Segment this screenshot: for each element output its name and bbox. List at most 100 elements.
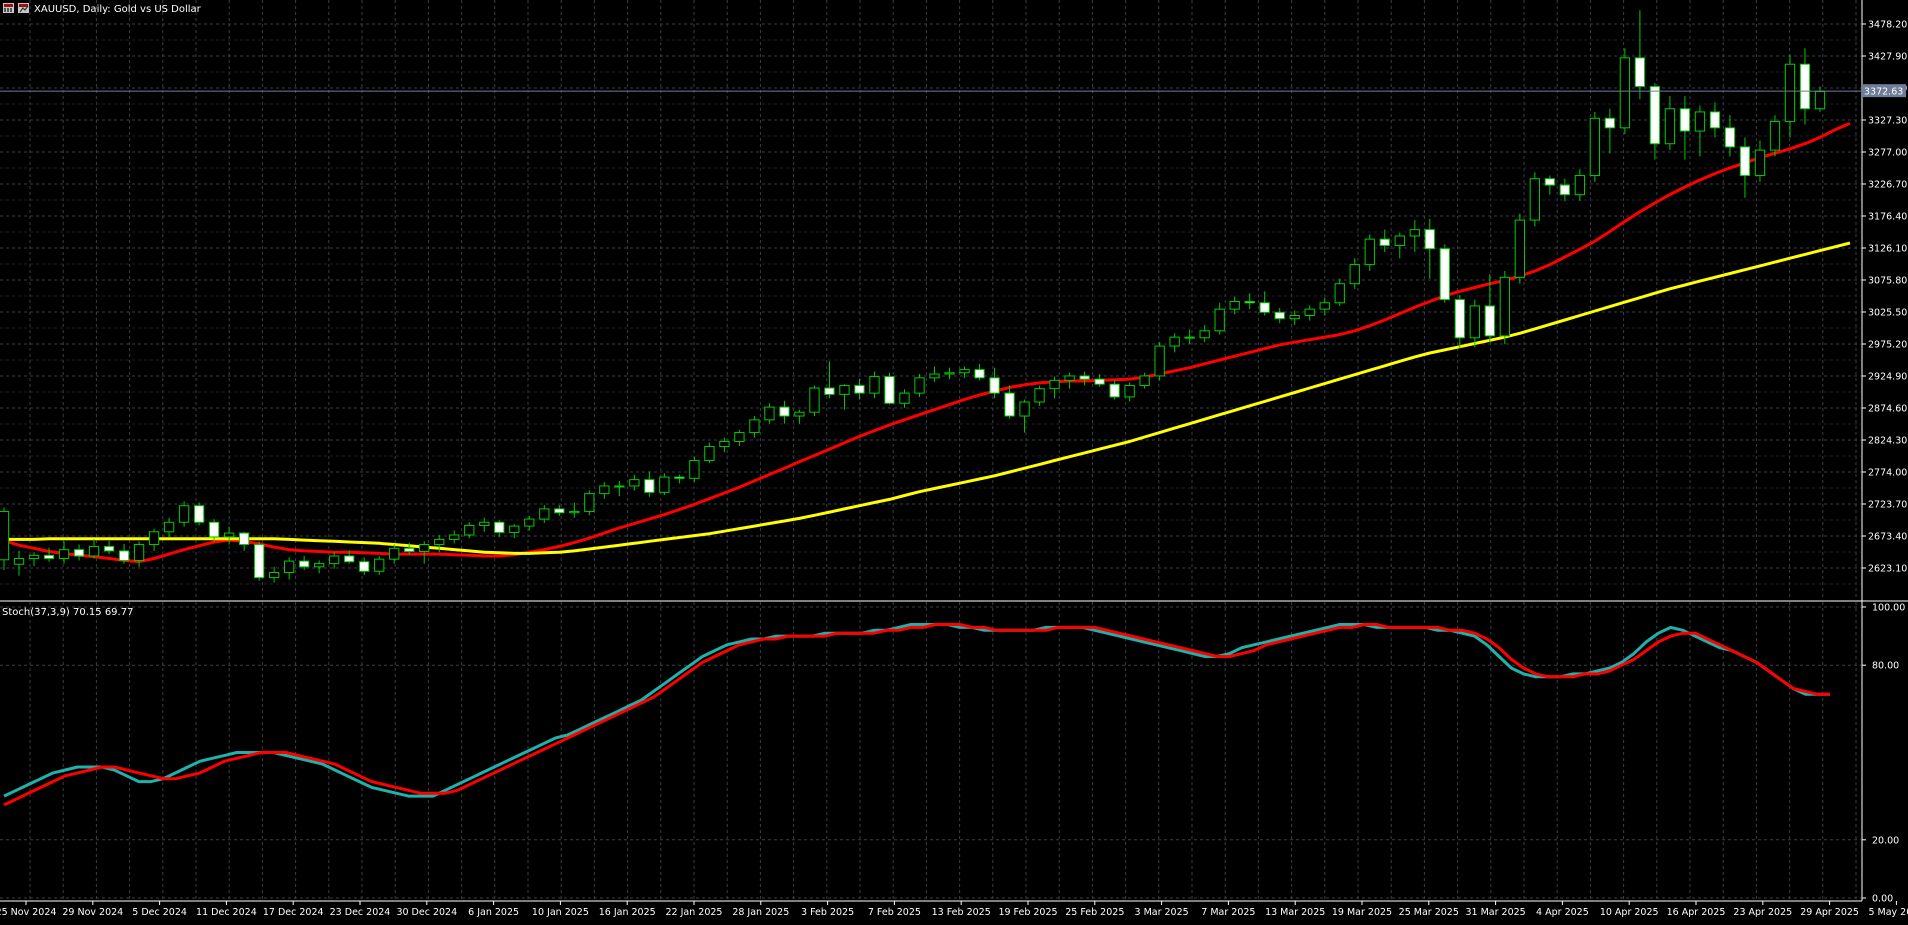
price-tick-label: 3075.80	[1868, 276, 1907, 287]
candle	[1244, 293, 1255, 310]
price-tick-label: 3176.40	[1868, 212, 1907, 223]
candle	[389, 544, 400, 564]
candle-body	[359, 561, 370, 572]
candle	[13, 550, 25, 576]
candle	[1649, 83, 1661, 160]
candle	[1454, 295, 1465, 349]
candle-body	[103, 545, 115, 552]
candle	[1409, 220, 1420, 252]
candle-body	[1289, 314, 1300, 320]
candle-body	[193, 505, 205, 523]
candle	[1379, 229, 1390, 252]
candle	[449, 530, 460, 544]
candle	[1019, 399, 1030, 433]
current-price-label: 3372.63	[1864, 87, 1903, 98]
candle	[464, 522, 475, 539]
candle-body	[1799, 63, 1811, 110]
candle	[434, 534, 445, 553]
candle-body	[899, 392, 910, 404]
candle	[238, 531, 250, 551]
candle	[1349, 258, 1360, 289]
candle-body	[494, 521, 505, 533]
candle	[719, 437, 730, 453]
time-tick-label: 31 Mar 2025	[1465, 907, 1525, 918]
stochastic-lines	[3, 623, 1830, 807]
candle-body	[704, 446, 715, 462]
candle-body	[554, 508, 565, 514]
candle	[569, 502, 580, 518]
price-tick-label: 3427.90	[1868, 52, 1907, 63]
time-tick-label: 28 Jan 2025	[732, 907, 789, 918]
time-tick-label: 17 Dec 2024	[263, 907, 324, 918]
candle-body	[374, 558, 385, 572]
candle	[1424, 218, 1435, 279]
candle	[479, 517, 490, 532]
candle-body	[1469, 305, 1480, 339]
candle	[1064, 372, 1075, 389]
time-tick-label: 23 Apr 2025	[1733, 907, 1792, 918]
candle	[223, 526, 235, 545]
candle-body	[1589, 117, 1601, 177]
candle	[644, 471, 655, 497]
time-tick-label: 25 Nov 2024	[0, 907, 56, 918]
price-tick-label: 3478.20	[1868, 20, 1907, 31]
candle-body	[1379, 238, 1390, 247]
candle	[1784, 54, 1796, 138]
candle-body	[253, 544, 265, 579]
candle-body	[1169, 336, 1180, 347]
candle-body	[1019, 401, 1030, 417]
candle	[1274, 307, 1285, 324]
candle	[1574, 169, 1586, 201]
candle	[1769, 115, 1781, 157]
candle	[1259, 291, 1270, 316]
candle	[103, 540, 115, 555]
candle-body	[1514, 219, 1525, 278]
time-tick-label: 7 Mar 2025	[1201, 907, 1255, 918]
candle-body	[1049, 379, 1060, 390]
price-tick-label: 2774.00	[1868, 468, 1907, 479]
candle	[163, 517, 175, 537]
candle-body	[404, 547, 415, 553]
candle	[869, 371, 880, 399]
candle	[854, 379, 865, 400]
candle-body	[734, 432, 745, 442]
price-tick-label: 2924.90	[1868, 372, 1907, 383]
candle	[1004, 385, 1015, 419]
candle	[193, 502, 205, 526]
candle-body	[1619, 57, 1631, 129]
candle	[509, 524, 520, 539]
price-tick-label: 2723.70	[1868, 500, 1907, 511]
price-tick-label: 3126.10	[1868, 244, 1907, 255]
candle-body	[749, 419, 760, 434]
stochastic-signal-line	[3, 623, 1830, 807]
candle	[839, 384, 850, 410]
candle	[1229, 296, 1240, 315]
candle-body	[1064, 375, 1075, 381]
candle-body	[674, 476, 685, 479]
candle	[344, 550, 355, 564]
candle-body	[434, 538, 445, 546]
candle-body	[389, 547, 400, 560]
candle	[1139, 372, 1150, 389]
price-tick-label: 2874.60	[1868, 404, 1907, 415]
time-tick-label: 29 Nov 2024	[62, 907, 123, 918]
candle-body	[268, 572, 280, 579]
candle	[1604, 108, 1616, 154]
time-tick-label: 10 Apr 2025	[1600, 907, 1659, 918]
candle-body	[299, 560, 310, 568]
candle	[1199, 325, 1210, 343]
candle	[208, 519, 220, 542]
chart-header: XAUUSD, Daily: Gold vs US Dollar Stoch(3…	[2, 3, 202, 618]
candle-body	[959, 369, 970, 374]
candle	[1049, 376, 1060, 399]
candle-body	[839, 384, 850, 395]
current-price-tag	[1861, 84, 1906, 98]
candle-body	[208, 521, 220, 538]
candle	[118, 543, 130, 564]
candle	[1709, 102, 1721, 138]
candle-body	[1409, 229, 1420, 237]
candle-body	[284, 560, 295, 574]
candle	[1499, 270, 1510, 345]
candle-body	[1679, 108, 1691, 132]
